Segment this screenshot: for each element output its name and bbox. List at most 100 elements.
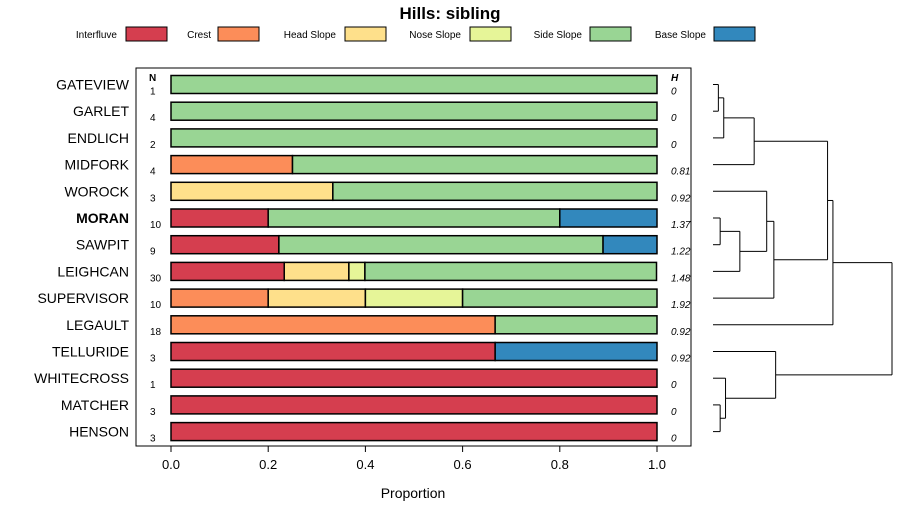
bar-segment-interfluve	[170, 341, 496, 362]
row-label: SUPERVISOR	[37, 290, 129, 306]
row-label: GATEVIEW	[56, 77, 130, 93]
h-value: 0.92	[671, 354, 691, 365]
legend-label: Interfluve	[76, 30, 118, 41]
x-axis-title: Proportion	[381, 485, 446, 501]
bar-segment-base-slope	[559, 208, 658, 228]
n-column-header: N	[149, 73, 156, 84]
legend-swatch	[344, 26, 387, 42]
h-value: 0.92	[671, 327, 691, 338]
x-tick-label: 0.4	[356, 457, 374, 472]
bar-segment-interfluve	[170, 395, 658, 415]
legend-swatch	[125, 26, 168, 42]
legend-label: Side Slope	[534, 30, 583, 41]
n-value: 18	[150, 327, 162, 338]
legend-swatch	[217, 26, 260, 42]
bar-segment-head-slope	[267, 288, 367, 308]
x-tick-label: 0.2	[259, 457, 277, 472]
bar-row: TELLURIDE 3 0.92	[52, 341, 691, 365]
n-value: 1	[150, 87, 156, 98]
h-value: 0	[671, 380, 677, 391]
bar-row: ENDLICH 2 0	[68, 128, 677, 151]
h-value: 0	[671, 140, 677, 151]
bar-row: SAWPIT 9 1.22	[76, 234, 691, 258]
bar-row: MORAN 10 1.37	[76, 208, 691, 231]
bar-segment-interfluve	[170, 421, 658, 442]
bar-row: GATEVIEW 1 0	[56, 74, 677, 98]
x-tick-label: 0.8	[551, 457, 569, 472]
bar-row: SUPERVISOR 10 1.92	[37, 288, 691, 311]
h-value: 1.48	[671, 273, 691, 284]
legend-label: Crest	[187, 30, 211, 41]
bar-segment-side-slope	[494, 315, 658, 335]
row-label: LEIGHCAN	[57, 263, 129, 279]
chart-title: Hills: sibling	[399, 4, 500, 23]
n-value: 2	[150, 140, 156, 151]
bar-segment-crest	[170, 154, 294, 175]
bar-segment-base-slope	[494, 341, 658, 362]
bar-segment-nose-slope	[364, 288, 464, 308]
dendrogram	[713, 84, 893, 433]
bar-segment-crest	[170, 315, 496, 335]
bar-segment-side-slope	[170, 128, 658, 148]
plot-panel-border	[135, 67, 692, 447]
row-label: TELLURIDE	[52, 344, 129, 360]
n-value: 3	[150, 407, 156, 418]
h-value: 0.81	[671, 167, 690, 178]
bar-segment-side-slope	[332, 181, 658, 202]
bar-row: LEGAULT 18 0.92	[66, 315, 691, 338]
bar-segment-interfluve	[170, 261, 285, 282]
n-value: 10	[150, 220, 162, 231]
x-tick-label: 0.6	[454, 457, 472, 472]
legend: Interfluve Crest Head Slope Nose Slope Side …	[76, 26, 756, 42]
row-label: MORAN	[76, 210, 129, 226]
legend-swatch	[713, 26, 756, 42]
legend-swatch	[589, 26, 632, 42]
bar-segment-side-slope	[170, 74, 658, 95]
bar-row: MIDFORK 4 0.81	[64, 154, 690, 178]
h-value: 1.22	[671, 247, 691, 258]
legend-label: Head Slope	[284, 30, 337, 41]
bar-segment-base-slope	[602, 234, 658, 255]
x-tick-label: 0.0	[162, 457, 180, 472]
bar-segment-interfluve	[170, 208, 269, 228]
bar-segment-head-slope	[170, 181, 334, 202]
bar-segment-side-slope	[461, 288, 658, 308]
n-value: 9	[150, 247, 156, 258]
n-value: 4	[150, 167, 156, 178]
bar-row: GARLET 4 0	[73, 101, 677, 124]
row-label: SAWPIT	[76, 237, 130, 253]
row-label: GARLET	[73, 103, 129, 119]
x-axis: 0.0 0.2 0.4 0.6 0.8 1.0	[162, 446, 666, 472]
n-value: 3	[150, 434, 156, 445]
bar-row: HENSON 3 0	[69, 421, 677, 445]
bar-segment-interfluve	[170, 234, 280, 255]
row-label: MIDFORK	[64, 157, 129, 173]
h-value: 0	[671, 113, 677, 124]
bar-segment-head-slope	[283, 261, 350, 282]
x-tick-label: 1.0	[648, 457, 666, 472]
n-value: 10	[150, 300, 162, 311]
row-label: WOROCK	[64, 183, 129, 199]
h-value: 0	[671, 407, 677, 418]
row-label: LEGAULT	[66, 317, 129, 333]
bar-segment-nose-slope	[348, 261, 366, 282]
h-value: 0.92	[671, 193, 691, 204]
row-label: HENSON	[69, 424, 129, 440]
legend-label: Nose Slope	[409, 30, 461, 41]
n-value: 30	[150, 273, 162, 284]
h-value: 0	[671, 87, 677, 98]
n-value: 3	[150, 193, 156, 204]
bar-row: LEIGHCAN 30 1.48	[57, 261, 691, 284]
bar-row: MATCHER 3 0	[61, 395, 677, 418]
n-value: 1	[150, 380, 156, 391]
n-value: 4	[150, 113, 156, 124]
h-value: 0	[671, 434, 677, 445]
bar-segment-side-slope	[291, 154, 658, 175]
row-label: WHITECROSS	[34, 370, 129, 386]
row-label: ENDLICH	[68, 130, 129, 146]
bar-segment-side-slope	[364, 261, 658, 282]
h-value: 1.37	[671, 220, 691, 231]
legend-label: Base Slope	[655, 30, 707, 41]
